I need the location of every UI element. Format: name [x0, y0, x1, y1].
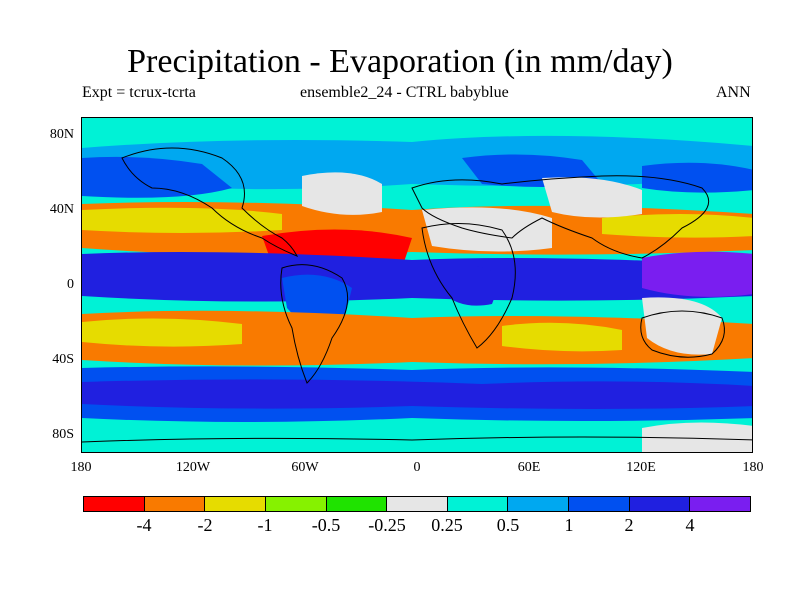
- colorbar-label: -0.5: [311, 515, 341, 535]
- colorbar-swatch: [569, 497, 630, 511]
- colorbar-swatch: [265, 497, 327, 511]
- colorbar-label: -0.25: [368, 515, 406, 535]
- ensemble-label: ensemble2_24 - CTRL babyblue: [300, 84, 509, 101]
- colorbar-swatch: [629, 497, 691, 511]
- lat-label-40n: 40N: [49, 202, 74, 217]
- lon-label-120w: 120W: [175, 460, 211, 475]
- lat-label-equator: 0: [67, 277, 74, 292]
- plot-title: Precipitation - Evaporation (in mm/day): [127, 43, 673, 80]
- lat-label-80n: 80N: [49, 127, 74, 142]
- colorbar-label: 2: [624, 515, 634, 535]
- colorbar-label: -4: [136, 515, 152, 535]
- colorbar-swatch: [144, 497, 206, 511]
- precip-evap-map: [81, 117, 753, 453]
- colorbar-label: -1: [257, 515, 273, 535]
- colorbar-swatch: [508, 497, 570, 511]
- congo-wet: [442, 265, 502, 306]
- season-label: ANN: [716, 84, 751, 101]
- lon-label-120e: 120E: [626, 460, 656, 475]
- colorbar-swatch: [326, 497, 388, 511]
- lon-label-60w: 60W: [291, 460, 319, 475]
- lat-label-40s: 40S: [52, 352, 74, 367]
- experiment-label: Expt = tcrux-tcrta: [82, 84, 196, 101]
- colorbar-swatch: [84, 497, 145, 511]
- lon-label-180w: 180: [70, 460, 92, 475]
- itcz-band: [82, 252, 752, 302]
- warm-pool-max: [642, 251, 752, 297]
- colorbar-swatch: [205, 497, 266, 511]
- colorbar-swatch: [690, 497, 751, 511]
- colorbar-swatch: [447, 497, 509, 511]
- coastlines: [82, 147, 752, 443]
- colorbar-label: 0.25: [431, 515, 463, 535]
- sahara-land: [422, 207, 552, 252]
- colorbar: [83, 496, 751, 512]
- colorbar-label: -2: [197, 515, 213, 535]
- colorbar-swatch: [387, 497, 448, 511]
- colorbar-label: 0.5: [496, 515, 520, 535]
- asia-land: [542, 177, 642, 218]
- colorbar-label: 1: [564, 515, 574, 535]
- lon-label-60e: 60E: [517, 460, 541, 475]
- lon-label-180e: 180: [742, 460, 764, 475]
- lon-label-0: 0: [413, 460, 421, 475]
- australia-land: [642, 297, 722, 355]
- lat-label-80s: 80S: [52, 427, 74, 442]
- colorbar-label: 4: [685, 515, 695, 535]
- antarctic-band: [82, 424, 752, 452]
- map-field: [82, 118, 752, 452]
